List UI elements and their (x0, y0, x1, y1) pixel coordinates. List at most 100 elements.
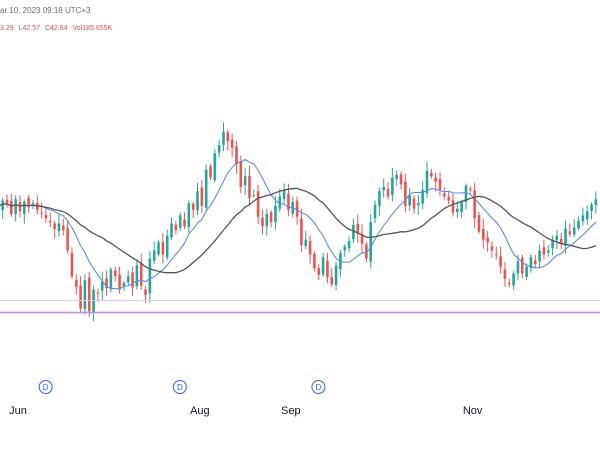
candle-body (494, 254, 498, 256)
candle-body (304, 239, 308, 246)
candle-body (520, 257, 524, 274)
candle-body (391, 177, 394, 195)
candle-body (486, 237, 489, 243)
candle-body (404, 181, 407, 206)
candle-body (217, 145, 221, 153)
candle-body (295, 200, 299, 217)
candle-body (382, 187, 385, 191)
candle-body (460, 201, 463, 212)
x-tick-label: Jun (9, 405, 27, 417)
candle-body (512, 273, 515, 286)
candle-body (490, 246, 494, 251)
candle-body (209, 166, 212, 178)
candle-body (308, 240, 312, 255)
candle-body (481, 228, 485, 240)
candle-body (252, 195, 256, 197)
candle-body (568, 231, 572, 235)
candle-body (152, 250, 156, 261)
dividend-marker: D (38, 380, 53, 394)
candle-body (313, 253, 316, 269)
candle-body (44, 214, 48, 219)
candle-body (161, 242, 165, 255)
moving-average-slow (0, 187, 597, 274)
candle-body (386, 188, 390, 197)
candle-body (18, 201, 22, 212)
candle-body (352, 224, 355, 240)
header-ohlc: 3.29 L42.57 C42.64 Vol185.655K (0, 25, 115, 32)
candle-body (131, 272, 134, 287)
candle-body (243, 176, 247, 186)
candle-body (590, 204, 593, 211)
candle-body (269, 212, 273, 223)
candle-body (343, 246, 347, 251)
candle-body (585, 211, 589, 220)
candle-body (14, 199, 17, 215)
candle-body (326, 260, 329, 278)
candle-body (230, 139, 234, 148)
candle-body (300, 218, 303, 246)
candle-body (282, 189, 286, 199)
candle-body (317, 268, 321, 275)
candle-body (256, 191, 260, 217)
candle-body (369, 222, 373, 262)
candle-body (191, 203, 195, 210)
candle-body (53, 223, 56, 229)
candle-body (96, 292, 100, 294)
candle-body (507, 282, 511, 285)
candle-body (87, 277, 91, 312)
candle-body (577, 220, 580, 229)
candle-body (334, 265, 338, 286)
candle-body (555, 235, 559, 241)
dividend-marker-circle (311, 380, 326, 394)
candle-body (339, 253, 342, 270)
candle-body (10, 200, 13, 215)
candle-body (477, 215, 481, 232)
candle-body (113, 270, 117, 277)
candle-body (83, 280, 87, 310)
candle-body (105, 278, 108, 289)
candle-body (395, 174, 398, 179)
candle-body (187, 203, 191, 227)
candle-body (503, 269, 507, 279)
header-volume: Vol185.655K (72, 25, 113, 32)
candle-body (581, 215, 585, 222)
candle-body (48, 220, 52, 223)
candle-body (204, 169, 208, 208)
candle-body (330, 277, 334, 285)
dividend-marker: D (311, 380, 326, 394)
candle-body (546, 250, 550, 253)
candle-body (213, 153, 217, 181)
candle-body (434, 177, 437, 182)
candle-body (421, 189, 424, 204)
candle-body (542, 247, 546, 255)
candle-body (438, 179, 442, 190)
chart-header: ar 10, 2023 09:18 UTC+3 3.29 L42.57 C42.… (0, 0, 600, 40)
candle-body (5, 199, 9, 204)
candle-body (594, 199, 598, 206)
candle-body (200, 187, 204, 206)
candle-body (559, 238, 563, 244)
candle-body (61, 225, 65, 231)
candle-body (118, 274, 121, 290)
x-tick-label: Nov (463, 405, 483, 417)
candle-body (551, 239, 554, 249)
candle-body (499, 256, 502, 267)
x-tick-label: Sep (281, 405, 301, 417)
candle-body (516, 261, 520, 274)
dividend-marker-circle (172, 380, 187, 394)
candle-body (525, 266, 528, 277)
candle-body (135, 265, 139, 287)
candle-body (425, 170, 429, 194)
candle-body (222, 131, 225, 145)
candle-body (40, 212, 43, 214)
candle-body (170, 223, 173, 238)
candle-body (529, 257, 533, 269)
candle-body (533, 260, 537, 264)
candle-body (165, 235, 169, 258)
dividend-marker-label: D (177, 383, 183, 392)
candle-body (373, 204, 377, 219)
candle-body (148, 258, 152, 294)
header-timestamp: ar 10, 2023 09:18 UTC+3 (0, 6, 91, 15)
